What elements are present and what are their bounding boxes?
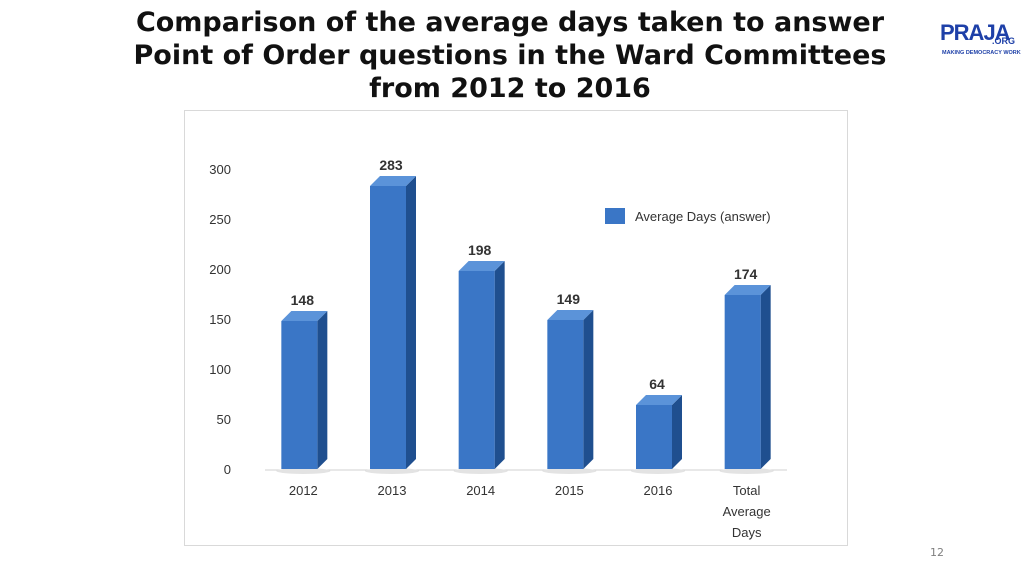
bar	[281, 321, 318, 469]
bar	[370, 186, 406, 469]
bar-top	[370, 176, 416, 186]
bar-top	[547, 310, 594, 320]
x-tick-label: 2015	[555, 483, 584, 498]
slide-title: Comparison of the average days taken to …	[90, 6, 930, 105]
bar-side	[494, 261, 505, 469]
data-label: 174	[734, 266, 758, 282]
x-tick-label: 2012	[289, 483, 318, 498]
bar	[547, 320, 584, 469]
x-tick-label: Total Average Days	[723, 483, 771, 540]
bar-shadow	[365, 468, 419, 474]
x-tick-label: 2014	[466, 483, 495, 498]
x-tick-label: 2013	[378, 483, 407, 498]
bar-shadow	[276, 468, 331, 474]
y-tick-label: 200	[209, 262, 231, 277]
bar	[458, 271, 495, 469]
bar-side	[317, 311, 328, 469]
bar-shadow	[719, 468, 774, 474]
y-tick-label: 150	[209, 312, 231, 327]
x-tick-label: 2016	[644, 483, 673, 498]
y-tick-label: 250	[209, 212, 231, 227]
praja-logo: PRAJA .ORG MAKING DEMOCRACY WORK	[940, 14, 1021, 62]
bar-shadow	[631, 468, 685, 474]
data-label: 149	[557, 291, 581, 307]
data-label: 198	[468, 242, 492, 258]
logo-tagline: MAKING DEMOCRACY WORK	[942, 50, 1021, 56]
title-line-2: Point of Order questions in the Ward Com…	[133, 40, 887, 71]
bar-shadow	[542, 468, 597, 474]
title-line-1: Comparison of the average days taken to …	[135, 7, 885, 38]
bar-top	[458, 261, 505, 271]
bar-top	[281, 311, 328, 321]
bar-top	[724, 285, 771, 295]
bar-side	[672, 395, 682, 469]
chart-frame: 0 50 100 150 200 250 300 148 2012 283 2013 198 2014 1…	[184, 110, 848, 546]
data-label: 283	[379, 157, 403, 173]
page-number: 12	[930, 546, 944, 559]
y-tick-label: 300	[209, 162, 231, 177]
bar	[724, 295, 761, 469]
title-line-3: from 2012 to 2016	[369, 73, 651, 104]
bar-side	[406, 176, 416, 469]
bar-chart: 0 50 100 150 200 250 300 148 2012 283 2013 198 2014 1…	[209, 157, 787, 540]
bar-shadow	[453, 468, 508, 474]
logo-suffix: .ORG	[992, 36, 1016, 46]
legend-label: Average Days (answer)	[635, 209, 771, 224]
legend-swatch	[605, 208, 625, 224]
logo-word: PRAJA	[940, 20, 1011, 45]
bar-side	[583, 310, 594, 469]
data-label: 148	[291, 292, 315, 308]
data-label: 64	[649, 376, 665, 392]
bar	[636, 405, 672, 469]
bar-top	[636, 395, 682, 405]
y-tick-label: 50	[217, 412, 231, 427]
bar-side	[760, 285, 771, 469]
y-tick-label: 0	[224, 462, 231, 477]
y-tick-label: 100	[209, 362, 231, 377]
